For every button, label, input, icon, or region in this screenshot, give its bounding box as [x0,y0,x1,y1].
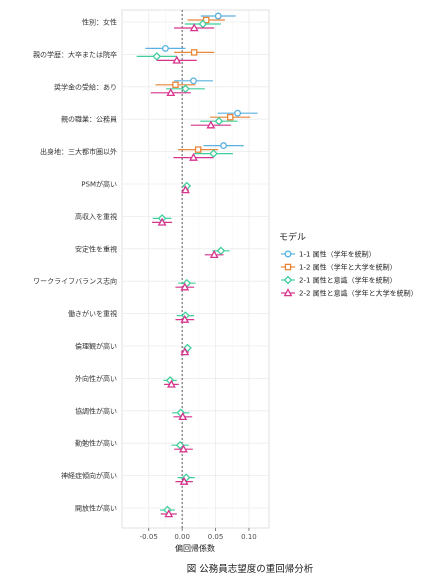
grid-lines [122,10,269,528]
point-s1-r3 [234,109,242,117]
point-s2-r1 [190,49,198,56]
legend-label-4: 2-2 属性と意識（学年と大学を統制） [299,289,418,298]
point-s4-r6 [157,217,167,226]
point-s2-r0 [202,16,210,24]
x-tick-label-2: 0.05 [208,533,224,541]
point-s3-r1 [152,52,162,61]
point-s4-r14 [179,476,189,485]
point-s1-r1 [161,44,169,52]
point-s2-r3 [226,113,234,121]
series-2 [155,16,251,153]
category-label-0: 性別：女性 [82,18,117,27]
legend-label-3: 2-1 属性と意識（学年を統制） [299,276,397,285]
legend-label-1: 1-1 属性（学年を統制） [299,250,376,259]
x-axis-ticks: -0.05 0.00 0.05 0.10 [140,528,257,541]
point-s4-r5 [181,185,190,194]
point-s4-r2 [166,88,176,97]
category-label-8: ワークライフバランス志向 [33,277,117,286]
point-s3-r2 [181,84,190,94]
point-s4-r12 [178,412,188,421]
series-1 [145,12,258,150]
legend-marker-3 [283,275,293,285]
series-4 [150,23,231,518]
category-label-9: 働きがいを重視 [68,309,117,318]
point-s4-r15 [164,509,174,518]
category-label-15: 開放性が高い [75,504,117,513]
category-label-14: 神経症傾向が高い [61,471,117,480]
x-tick-label-1: 0.00 [174,533,190,541]
category-label-7: 安定性を重視 [75,244,117,253]
category-label-13: 勤勉性が高い [75,439,117,448]
legend-marker-2 [284,263,292,271]
series-3 [136,19,238,515]
point-s4-r4 [189,152,198,161]
legend-item-3: 2-1 属性と意識（学年を統制） [281,276,397,285]
point-s4-r11 [167,379,176,388]
point-s4-r3 [206,120,216,129]
legend-marker-1 [284,250,292,258]
legend-title: モデル [279,231,306,243]
x-tick-label-3: 0.10 [241,533,257,541]
point-s2-r2 [172,81,179,89]
point-s1-r4 [220,142,228,150]
point-s1-r0 [214,12,222,20]
point-s1-r2 [190,77,197,85]
category-label-5: PSMが高い [81,180,117,189]
category-label-4: 出身地：三大都市圏以外 [40,147,117,156]
point-s4-r7 [209,250,219,259]
data-marks [136,12,258,518]
category-label-10: 倫理観が高い [75,342,117,351]
x-axis-title: 偏回帰係数 [175,543,215,553]
point-s2-r4 [194,146,202,153]
point-s4-r0 [189,23,199,32]
point-s4-r1 [172,55,182,64]
category-label-11: 外向性が高い [75,374,117,383]
legend-item-4: 2-2 属性と意識（学年と大学を統制） [281,288,418,298]
point-s4-r10 [180,347,190,356]
category-labels: 性別：女性親の学歴：大卒または院卒奨学金の受給：あり親の職業：公務員出身地：三大… [33,18,117,513]
category-label-12: 協調性が高い [75,406,117,415]
point-s4-r9 [180,314,190,323]
category-label-1: 親の学歴：大卒または院卒 [33,50,117,59]
legend-item-2: 1-2 属性（学年と大学を統制） [281,263,397,272]
category-label-2: 奨学金の受給：あり [54,82,117,91]
x-tick-label-0: -0.05 [140,533,158,541]
legend-label-2: 1-2 属性（学年と大学を統制） [299,263,397,272]
figure-caption: 図 公務員志望度の重回帰分析 [187,563,314,575]
legend: モデル 1-1 属性（学年を統制） 1-2 属性（学年と大学を統制） 2-1 属性と… [279,231,418,298]
point-s4-r8 [180,282,190,291]
legend-item-1: 1-1 属性（学年を統制） [281,250,376,259]
point-s4-r13 [179,444,188,453]
category-label-6: 高収入を重視 [75,212,117,221]
legend-marker-4 [283,288,293,297]
category-label-3: 親の職業：公務員 [61,115,117,124]
plot-panel [121,9,270,529]
